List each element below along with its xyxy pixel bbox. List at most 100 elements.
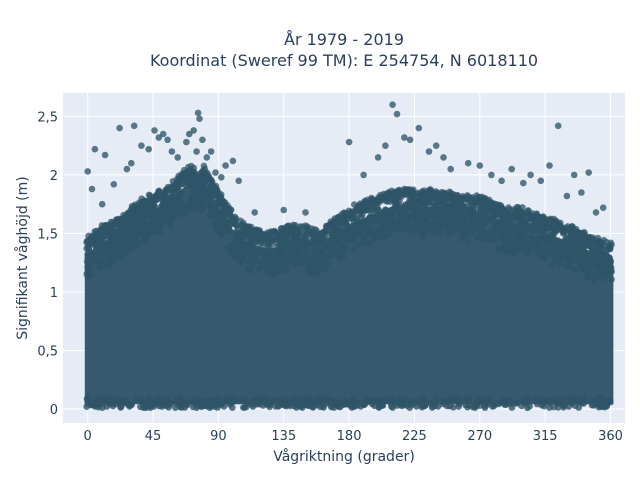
data-point xyxy=(542,227,550,234)
data-point xyxy=(580,395,588,402)
data-point xyxy=(132,211,139,218)
x-tick-label: 360 xyxy=(598,429,623,444)
data-point xyxy=(567,395,575,403)
data-point xyxy=(201,190,209,197)
data-point xyxy=(532,395,539,402)
data-point xyxy=(201,402,209,410)
data-point xyxy=(482,201,490,209)
data-point xyxy=(561,395,569,403)
data-point xyxy=(598,254,606,261)
data-point xyxy=(248,401,255,408)
data-point xyxy=(358,213,365,221)
data-point xyxy=(359,220,366,227)
data-point xyxy=(342,229,349,236)
data-point xyxy=(589,236,597,243)
data-point xyxy=(491,225,498,232)
data-point xyxy=(376,396,383,404)
data-point xyxy=(165,208,173,216)
data-point xyxy=(553,396,561,403)
data-point xyxy=(191,189,198,196)
data-point xyxy=(360,401,368,409)
data-point xyxy=(469,214,477,222)
data-point xyxy=(508,212,515,220)
data-point xyxy=(199,136,206,144)
data-point xyxy=(587,263,594,270)
data-point xyxy=(579,258,587,266)
y-tick-label: 0 xyxy=(50,403,58,418)
data-point xyxy=(142,203,149,210)
data-point xyxy=(334,216,342,224)
data-point xyxy=(345,138,353,146)
data-point xyxy=(158,205,165,213)
data-point xyxy=(413,224,420,232)
data-point xyxy=(464,210,471,218)
data-point xyxy=(375,211,383,219)
data-point xyxy=(603,402,611,410)
data-point xyxy=(216,226,224,234)
data-point xyxy=(608,276,615,283)
data-point xyxy=(91,145,99,153)
data-point xyxy=(513,400,521,407)
data-point xyxy=(379,233,386,241)
data-point xyxy=(112,229,119,236)
data-point xyxy=(366,213,374,221)
data-point xyxy=(195,184,203,192)
data-point xyxy=(111,236,119,244)
data-point xyxy=(564,252,571,259)
data-point xyxy=(448,223,455,231)
data-point xyxy=(411,400,419,407)
data-point xyxy=(537,177,545,185)
data-point xyxy=(163,218,171,225)
data-point xyxy=(431,229,439,236)
data-point xyxy=(207,148,215,155)
data-point xyxy=(190,174,197,182)
data-point xyxy=(411,208,419,215)
data-point xyxy=(520,179,527,187)
data-point xyxy=(206,400,214,407)
data-point xyxy=(407,223,415,231)
data-point xyxy=(138,223,145,231)
data-point xyxy=(150,226,157,234)
data-point xyxy=(454,396,462,403)
data-point xyxy=(530,235,538,243)
data-point xyxy=(389,101,396,108)
data-point xyxy=(371,233,379,241)
data-point xyxy=(333,245,341,252)
data-point xyxy=(478,197,485,204)
data-point xyxy=(571,256,579,263)
data-point xyxy=(298,229,306,237)
data-point xyxy=(411,214,419,222)
data-point xyxy=(443,227,451,235)
data-point xyxy=(245,267,253,274)
data-point xyxy=(476,162,484,169)
data-point xyxy=(432,142,440,149)
data-point xyxy=(174,154,181,161)
data-point xyxy=(538,215,545,222)
data-point xyxy=(585,253,592,261)
data-point xyxy=(91,228,99,235)
data-point xyxy=(473,222,480,229)
data-point xyxy=(360,201,367,209)
scatter-points xyxy=(83,101,615,412)
data-point xyxy=(328,403,335,411)
data-point xyxy=(219,220,226,227)
data-point xyxy=(327,252,334,259)
data-point xyxy=(457,236,465,243)
data-point xyxy=(118,254,125,261)
data-point xyxy=(561,228,568,235)
data-point xyxy=(421,207,429,215)
data-point xyxy=(230,396,237,404)
data-point xyxy=(457,214,465,221)
x-tick-label: 135 xyxy=(271,429,296,444)
data-point xyxy=(329,230,336,237)
data-point xyxy=(124,401,132,408)
data-point xyxy=(488,171,495,179)
data-point xyxy=(226,217,233,225)
data-point xyxy=(375,404,383,411)
data-point xyxy=(422,223,429,230)
data-point xyxy=(362,206,370,214)
data-point xyxy=(378,194,385,201)
data-point xyxy=(405,217,413,224)
data-point xyxy=(120,245,127,253)
data-point xyxy=(417,228,425,235)
